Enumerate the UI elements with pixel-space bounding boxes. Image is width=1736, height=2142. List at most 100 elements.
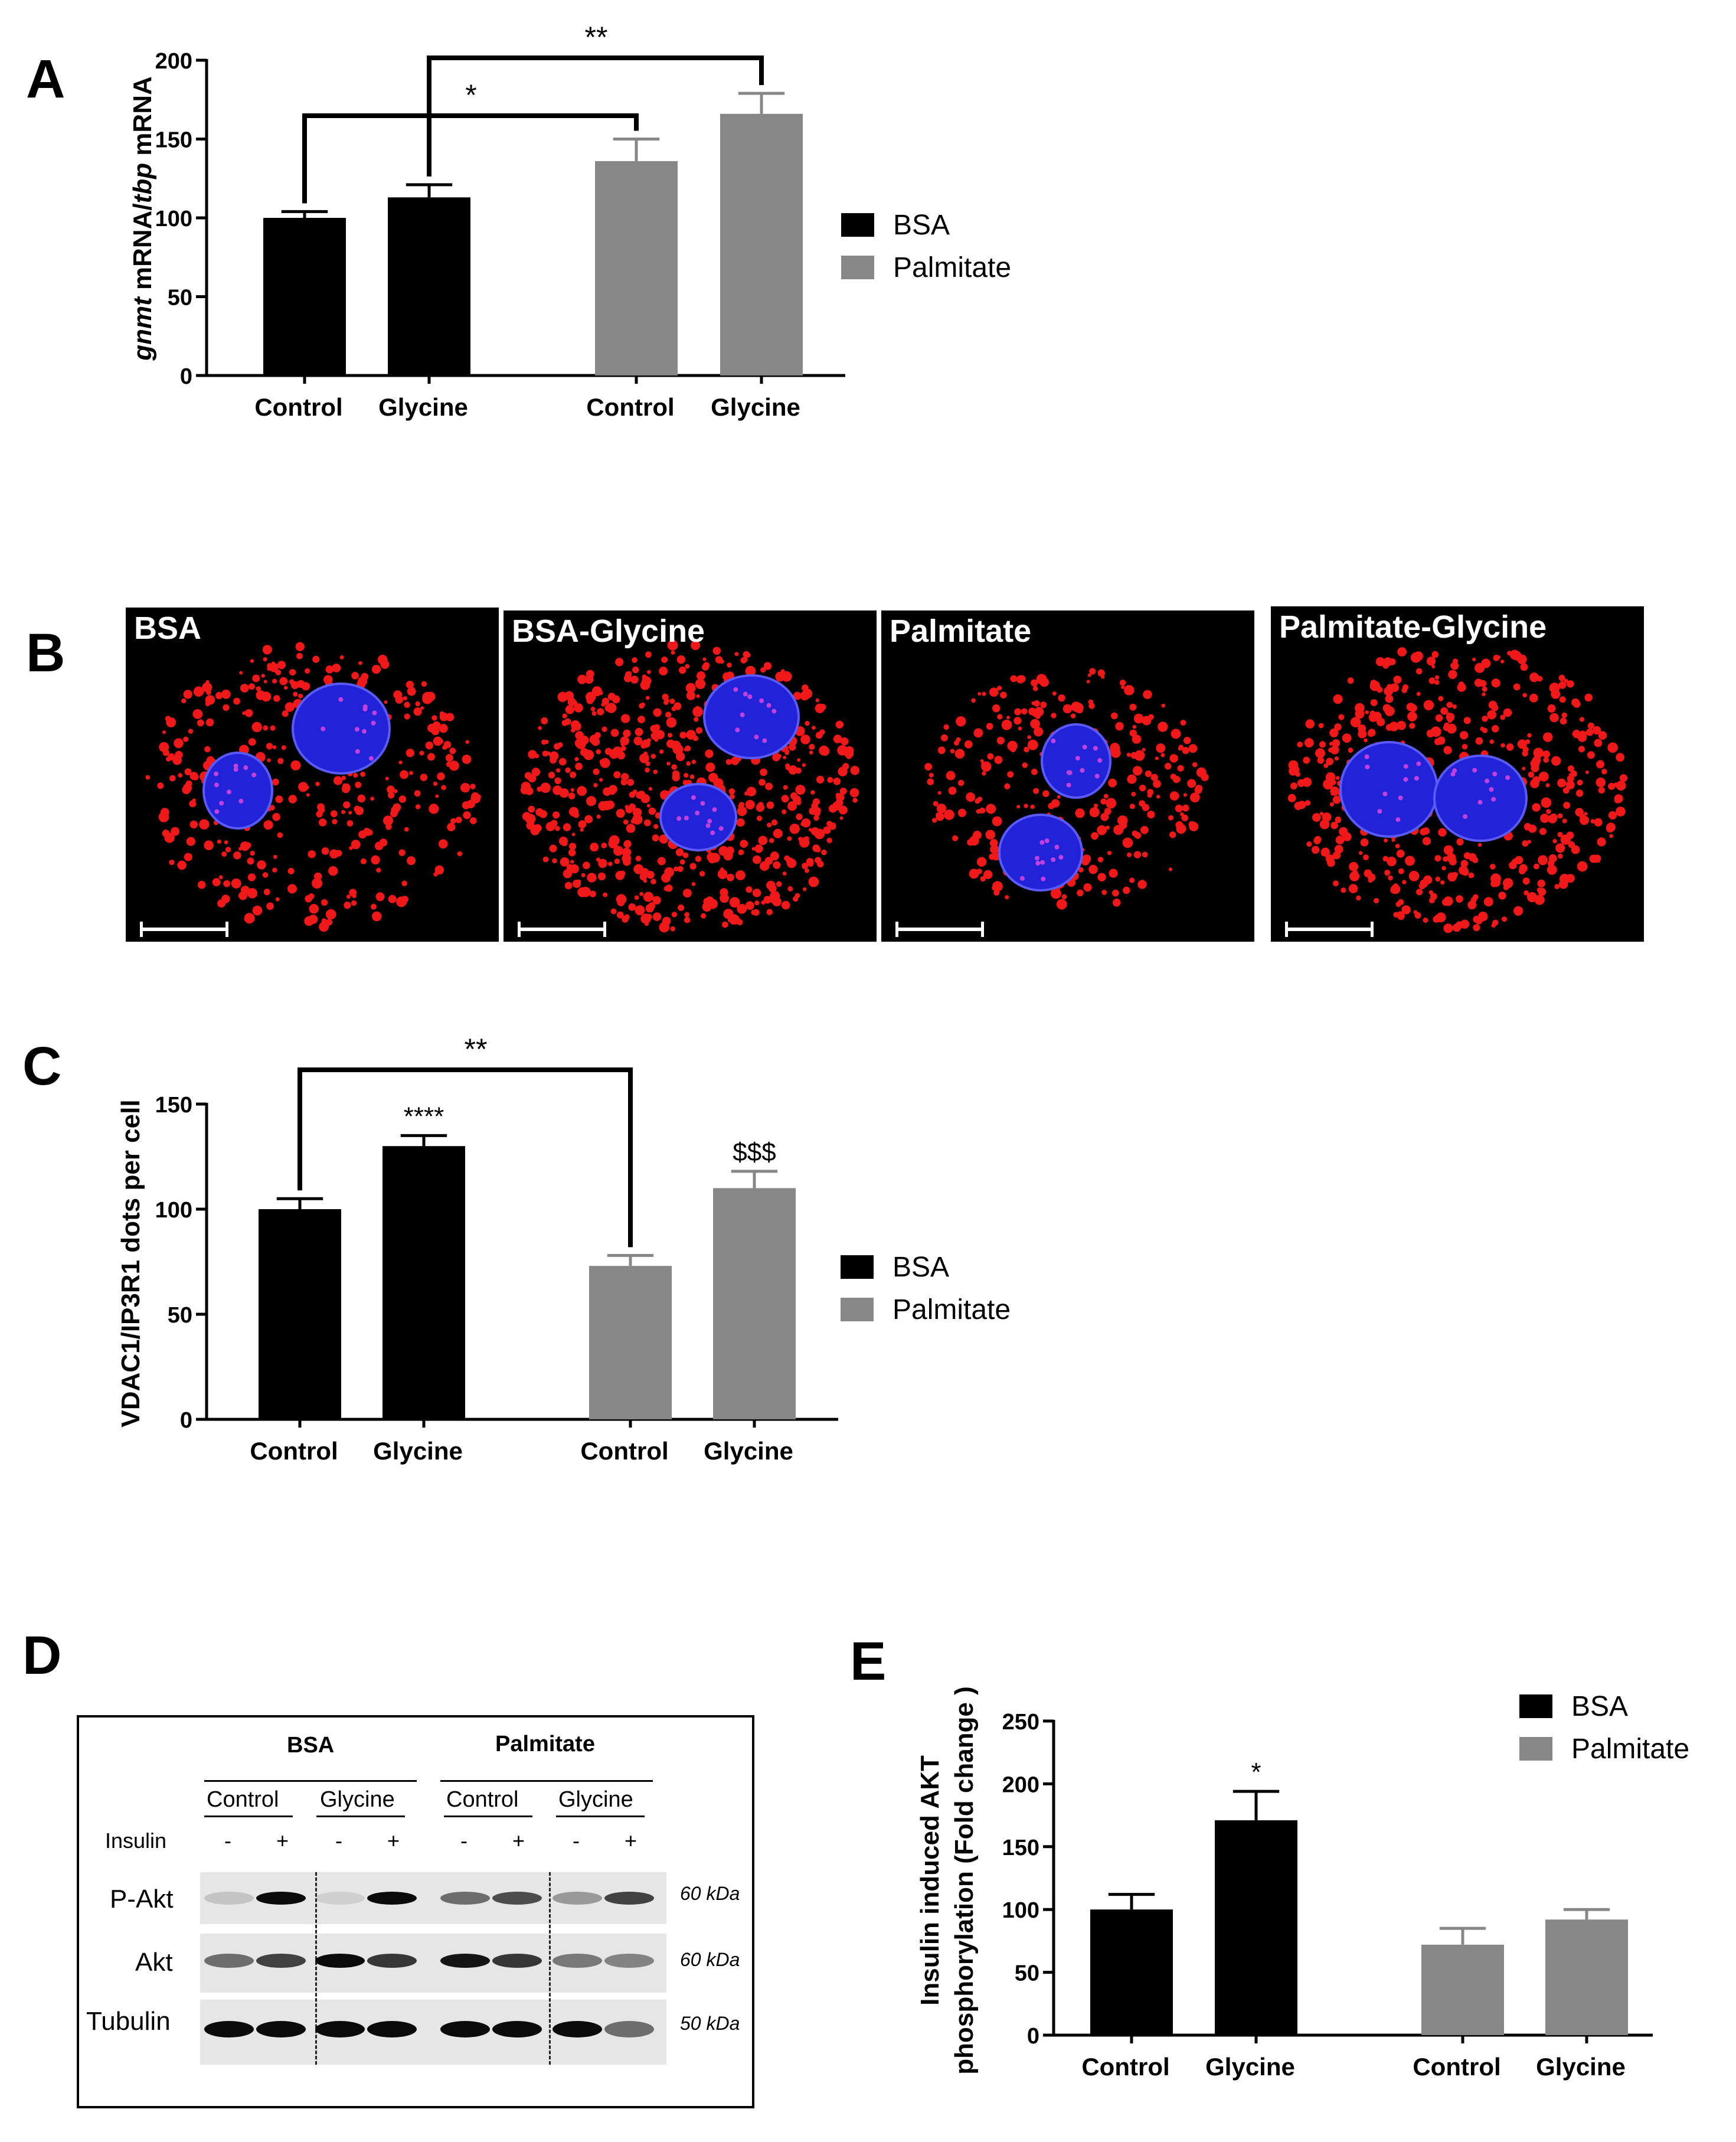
red-dot [811, 802, 818, 809]
red-dot [409, 770, 413, 775]
red-dot [927, 778, 934, 785]
red-dot [666, 717, 677, 728]
red-dot [1428, 890, 1434, 895]
red-dot [669, 698, 675, 704]
red-dot [584, 815, 593, 824]
red-dot [282, 710, 289, 717]
red-dot [231, 878, 241, 889]
red-dot [1585, 770, 1589, 774]
overlap-dot [705, 823, 711, 828]
x-tick-label: Glycine [711, 393, 800, 421]
red-dot [982, 771, 986, 776]
red-dot [1358, 729, 1367, 739]
red-dot [1597, 837, 1606, 847]
red-dot [1522, 693, 1527, 698]
red-dot [977, 796, 983, 802]
red-dot [1104, 811, 1109, 815]
red-dot [1124, 685, 1135, 696]
red-dot [1368, 729, 1376, 737]
red-dot [1567, 775, 1574, 782]
red-dot [305, 668, 310, 674]
overlap-dot [1491, 796, 1496, 802]
significance-bracket [297, 1067, 633, 1248]
bar-annotation: * [1251, 1758, 1261, 1787]
blot-kda: 60 kDa [680, 1949, 740, 1970]
red-dot [1552, 756, 1558, 761]
red-dot [613, 771, 621, 779]
red-dot [1560, 717, 1567, 725]
red-dot [1334, 756, 1339, 761]
red-dot [1528, 824, 1537, 833]
red-dot [956, 716, 966, 727]
bar [382, 1146, 465, 1419]
overlap-dot [743, 691, 748, 697]
red-dot [1334, 845, 1343, 854]
blot-band [204, 1954, 254, 1968]
red-dot [639, 892, 644, 896]
red-dot [1537, 879, 1545, 888]
red-dot [661, 656, 668, 663]
red-dot [833, 778, 841, 785]
red-dot [760, 768, 767, 776]
red-dot [653, 824, 659, 830]
red-dot [217, 899, 226, 908]
overlap-dot [321, 726, 326, 732]
red-dot [1194, 786, 1202, 794]
red-dot [221, 690, 231, 699]
red-dot [1396, 850, 1405, 858]
blot-sub-underline [316, 1816, 405, 1817]
red-dot [540, 782, 551, 794]
red-dot [615, 658, 624, 667]
overlap-dot [747, 694, 753, 700]
red-dot [952, 835, 959, 841]
red-dot [1428, 897, 1435, 903]
red-dot [404, 713, 410, 720]
red-dot [971, 698, 976, 703]
red-dot [662, 916, 671, 926]
red-dot [849, 788, 859, 798]
red-dot [1142, 747, 1146, 752]
red-dot [1318, 723, 1324, 729]
red-dot [1348, 747, 1354, 753]
red-dot [262, 872, 269, 878]
red-dot [1456, 838, 1464, 846]
red-dot [433, 736, 443, 746]
red-dot [813, 815, 819, 821]
red-dot [318, 818, 327, 827]
red-dot [1493, 655, 1500, 661]
red-dot [1177, 765, 1184, 772]
panel-letter-c: C [22, 1036, 62, 1096]
red-dot [284, 685, 288, 690]
red-dot [1006, 716, 1010, 720]
red-dot [1057, 795, 1061, 799]
red-dot [1578, 746, 1585, 753]
red-dot [1333, 694, 1343, 704]
red-dot [325, 665, 334, 674]
overlap-dot [759, 698, 764, 703]
red-dot [1388, 876, 1392, 880]
red-dot [672, 773, 680, 782]
red-dot [764, 857, 773, 866]
red-dot [633, 736, 643, 746]
red-dot [983, 870, 993, 879]
red-dot [1000, 691, 1007, 698]
y-tick-label: 0 [1027, 2024, 1039, 2049]
red-dot [727, 662, 732, 668]
red-dot [204, 840, 214, 850]
red-dot [1311, 845, 1320, 854]
red-dot [1034, 707, 1044, 717]
red-dot [1513, 906, 1524, 916]
red-dot [1391, 838, 1395, 842]
red-dot [185, 780, 192, 787]
red-dot [413, 707, 422, 716]
red-dot [650, 732, 659, 740]
red-dot [1325, 772, 1336, 782]
red-dot [805, 868, 809, 873]
red-dot [722, 672, 731, 681]
red-dot [393, 690, 403, 700]
red-dot [1468, 872, 1475, 879]
overlap-dot [233, 763, 238, 769]
red-dot [549, 756, 557, 764]
red-dot [1123, 886, 1130, 894]
red-dot [826, 837, 832, 844]
